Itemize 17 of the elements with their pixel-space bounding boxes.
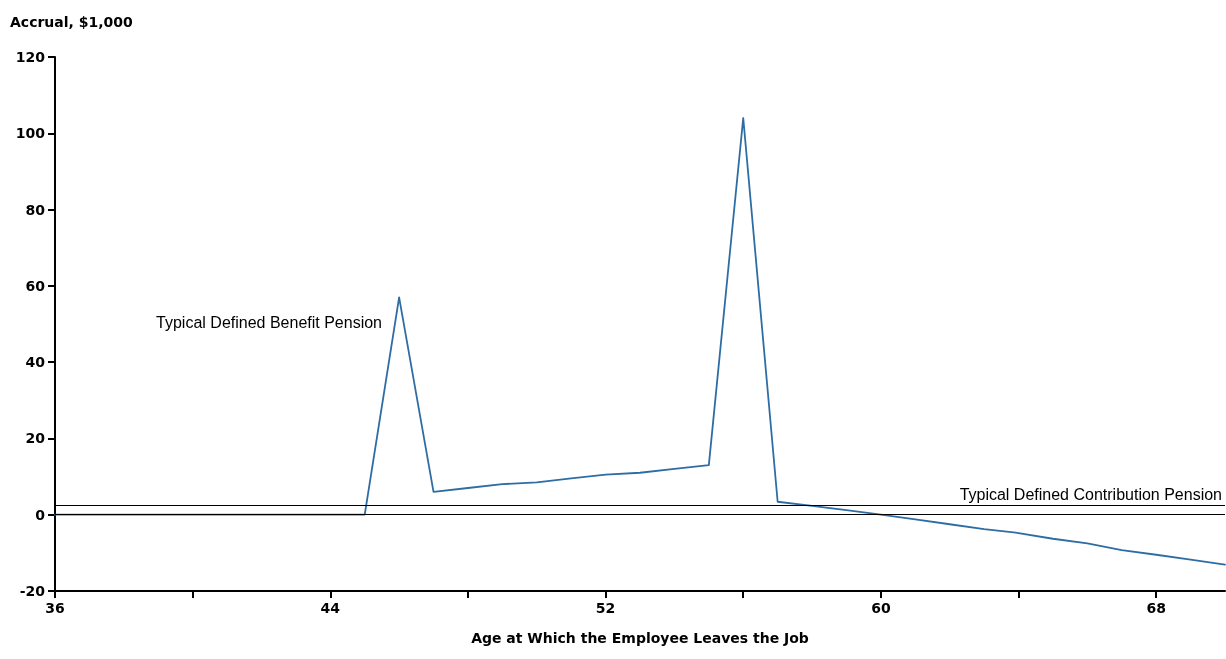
annotation: Typical Defined Benefit Pension	[156, 313, 382, 331]
y-tick-label: 0	[35, 506, 46, 523]
ref-line-label: Typical Defined Contribution Pension	[959, 486, 1222, 504]
y-tick-label: 60	[25, 277, 46, 294]
x-tick-label: 36	[45, 600, 65, 616]
y-tick-label: 80	[25, 201, 46, 218]
x-tick-label: 68	[1146, 600, 1166, 616]
y-tick-label: 40	[25, 354, 46, 371]
x-axis-title: Age at Which the Employee Leaves the Job	[471, 630, 809, 646]
y-tick-label: -20	[19, 583, 46, 599]
y-tick-label: 100	[15, 125, 46, 142]
y-tick-label: 120	[15, 49, 46, 65]
x-tick-label: 60	[871, 600, 891, 616]
y-tick-label: 20	[25, 430, 46, 447]
y-axis-title: Accrual, $1,000	[10, 14, 134, 30]
x-tick-label: 52	[595, 600, 616, 616]
x-tick-label: 44	[320, 600, 341, 616]
